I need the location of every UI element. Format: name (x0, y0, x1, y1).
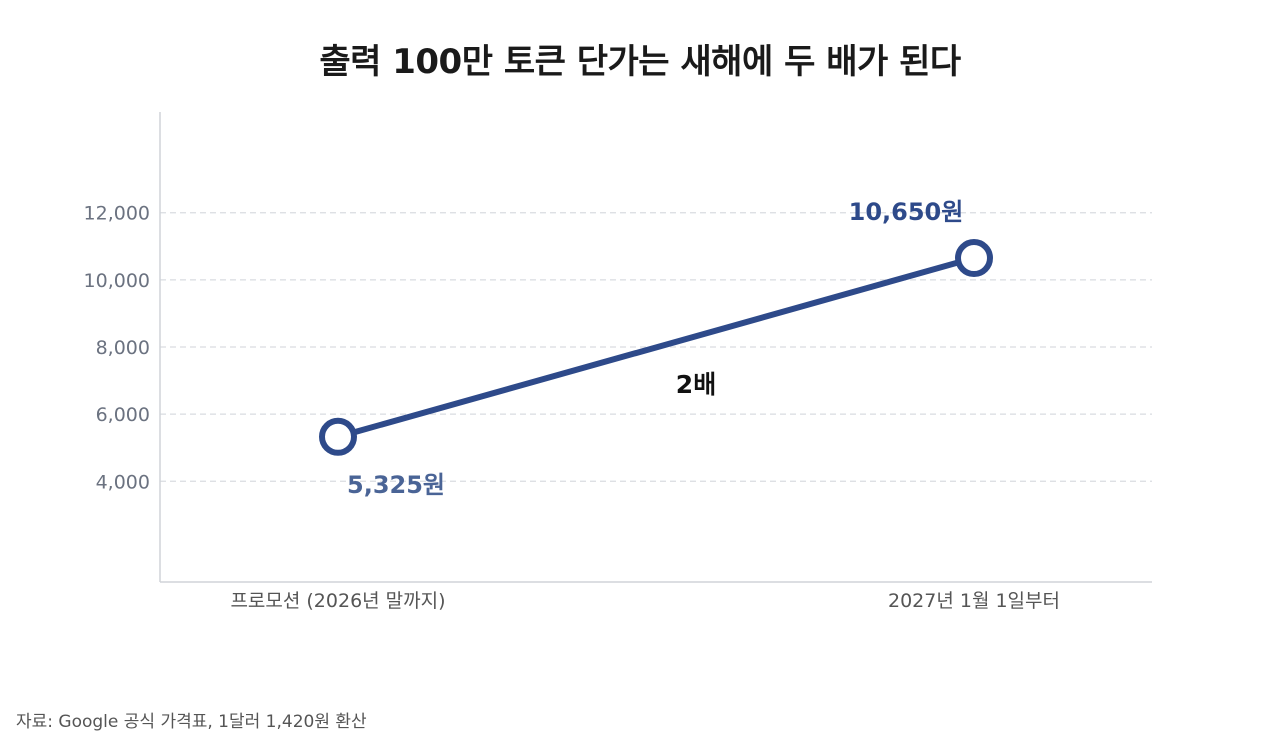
source-note: 자료: Google 공식 가격표, 1달러 1,420원 환산 (16, 712, 367, 732)
series-line (335, 255, 977, 440)
x-category-label: 2027년 1월 1일부터 (888, 590, 1060, 612)
data-label: 10,650원 (849, 198, 964, 226)
y-tick-label: 10,000 (84, 270, 150, 292)
x-category-labels: 프로모션 (2026년 말까지) 2027년 1월 1일부터 (230, 590, 1060, 612)
data-point (319, 417, 357, 456)
data-labels: 5,325원 10,650원 2배 (347, 198, 963, 499)
gridlines (160, 212, 1152, 482)
data-label: 5,325원 (347, 471, 445, 499)
data-point (955, 239, 993, 278)
x-category-label: 프로모션 (2026년 말까지) (230, 590, 445, 612)
y-tick-labels: 4,000 6,000 8,000 10,000 12,000 (84, 203, 150, 494)
y-tick-label: 12,000 (84, 203, 150, 225)
y-tick-label: 8,000 (96, 337, 150, 359)
axes (159, 112, 1152, 583)
y-tick-label: 4,000 (96, 471, 150, 493)
y-tick-label: 6,000 (96, 404, 150, 426)
series (319, 239, 993, 456)
annotation-label: 2배 (676, 370, 716, 399)
chart-title: 출력 100만 토큰 단가는 새해에 두 배가 된다 (319, 42, 961, 82)
